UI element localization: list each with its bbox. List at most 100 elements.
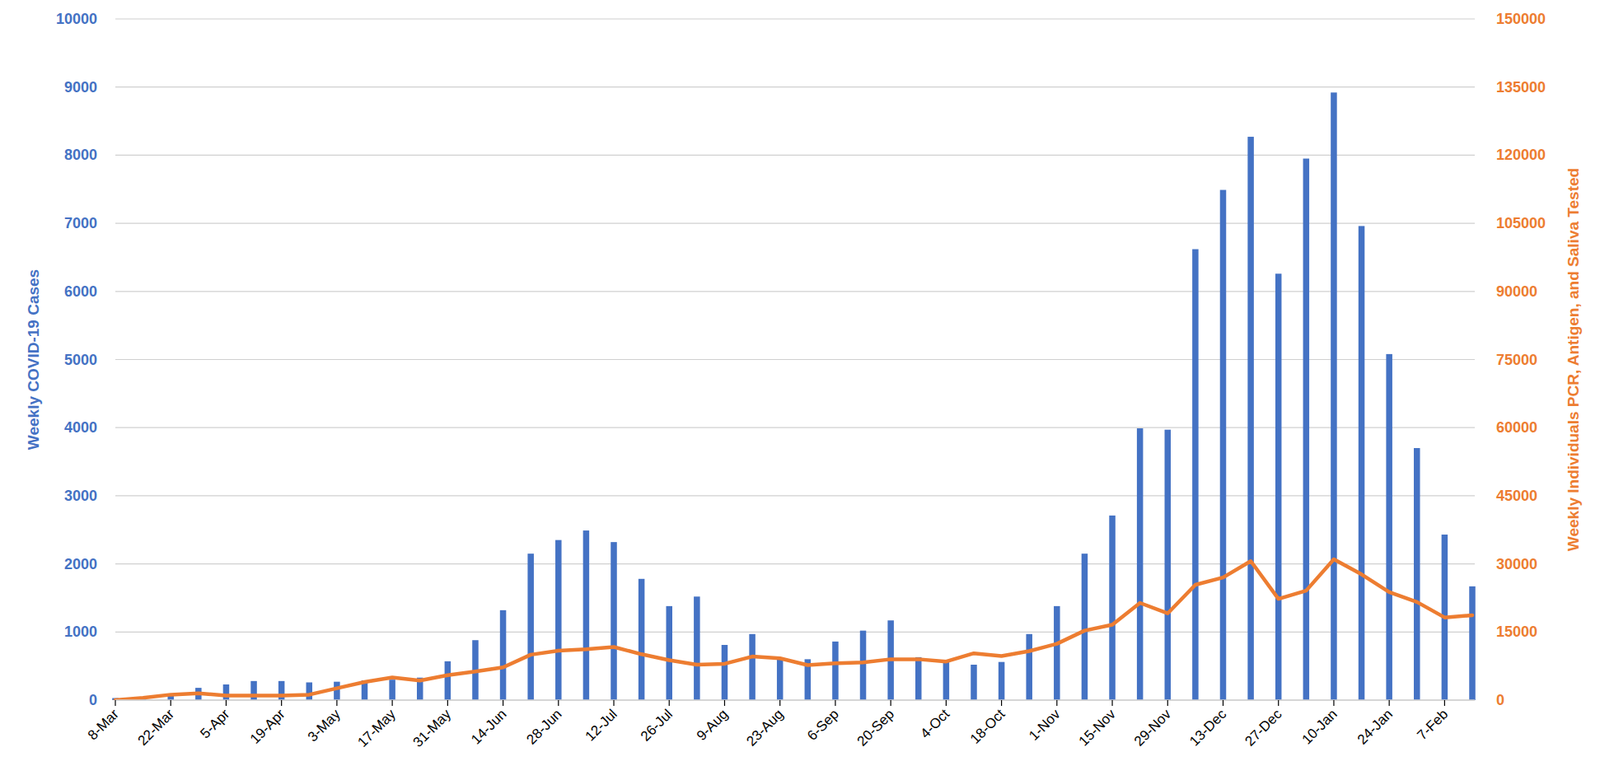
bar xyxy=(500,610,507,701)
y2-tick xyxy=(1474,631,1480,633)
x-tick-label: 20-Sep xyxy=(854,706,898,749)
x-tick-label: 17-May xyxy=(354,706,399,751)
grid-line xyxy=(115,563,1475,565)
grid-line xyxy=(115,154,1475,156)
y-tick-label: 2000 xyxy=(64,556,98,573)
y2-tick xyxy=(1474,427,1480,429)
plot-area xyxy=(112,92,1476,701)
bar xyxy=(583,530,590,701)
bar xyxy=(306,682,314,701)
y2-tick-label: 105000 xyxy=(1496,215,1546,232)
y2-tick xyxy=(1474,290,1480,292)
x-tick xyxy=(890,700,892,707)
bar xyxy=(665,606,673,701)
y2-tick xyxy=(1474,563,1480,565)
y-tick-label: 1000 xyxy=(64,623,98,641)
bar xyxy=(693,596,701,701)
bar xyxy=(1220,190,1227,701)
bar xyxy=(1413,448,1421,701)
bar xyxy=(776,658,784,701)
y-tick-label: 5000 xyxy=(64,351,98,369)
x-tick xyxy=(1111,700,1113,707)
x-tick xyxy=(392,700,393,707)
x-tick-label: 19-Apr xyxy=(247,706,289,748)
bar xyxy=(1247,136,1254,701)
x-tick xyxy=(557,700,559,707)
x-tick-label: 12-Jul xyxy=(582,706,621,744)
x-tick-label: 10-Jan xyxy=(1299,706,1341,748)
y2-tick xyxy=(1474,18,1480,20)
y-tick-label: 3000 xyxy=(64,487,98,505)
y2-tick-label: 0 xyxy=(1496,692,1505,709)
x-tick xyxy=(502,700,504,707)
bar xyxy=(1164,430,1172,701)
x-tick-label: 22-Mar xyxy=(135,706,178,749)
grid-line xyxy=(115,699,1475,701)
y2-tick xyxy=(1474,700,1480,702)
x-tick xyxy=(1167,700,1169,707)
bar xyxy=(915,657,922,701)
grid-line xyxy=(115,18,1475,19)
bar xyxy=(1358,225,1366,701)
y-axis-title: Weekly COVID-19 Cases xyxy=(24,269,43,450)
y2-tick xyxy=(1474,154,1480,156)
x-tick xyxy=(724,700,726,707)
bar xyxy=(555,540,562,701)
bar xyxy=(1469,586,1476,701)
bar xyxy=(638,579,646,701)
x-tick xyxy=(170,700,172,707)
bar xyxy=(1385,354,1393,701)
x-tick-label: 6-Sep xyxy=(804,706,843,744)
bar xyxy=(1330,92,1338,701)
x-tick xyxy=(669,700,670,707)
bar xyxy=(1025,634,1033,701)
x-tick-label: 7-Feb xyxy=(1413,706,1451,744)
bar xyxy=(444,661,452,701)
bar xyxy=(1108,515,1116,701)
x-tick xyxy=(1222,700,1224,707)
x-tick-label: 4-Oct xyxy=(916,706,953,742)
x-tick-label: 27-Dec xyxy=(1241,706,1286,750)
x-tick xyxy=(779,700,781,707)
line xyxy=(115,559,1473,701)
bar xyxy=(943,660,950,701)
bar xyxy=(333,682,341,701)
x-tick xyxy=(1389,700,1390,707)
y2-tick xyxy=(1474,495,1480,496)
y2-axis-title: Weekly Individuals PCR, Antigen, and Sal… xyxy=(1564,168,1582,552)
x-axis xyxy=(115,699,1475,702)
y-tick-label: 0 xyxy=(88,692,98,709)
y-tick-label: 4000 xyxy=(64,419,98,436)
x-tick-label: 1-Nov xyxy=(1025,706,1064,744)
y-tick-label: 10000 xyxy=(56,10,98,28)
grid-line xyxy=(115,223,1475,225)
x-tick-label: 24-Jan xyxy=(1354,706,1396,748)
x-tick xyxy=(1001,700,1002,707)
x-tick-label: 26-Jul xyxy=(637,706,676,744)
x-tick xyxy=(225,700,227,707)
bar xyxy=(1081,553,1089,701)
x-tick xyxy=(336,700,337,707)
bar xyxy=(860,631,867,701)
y2-tick-label: 60000 xyxy=(1496,419,1538,436)
x-tick-label: 3-May xyxy=(304,706,344,745)
bar xyxy=(832,641,839,701)
x-tick-label: 31-May xyxy=(410,706,455,751)
x-tick-label: 14-Jun xyxy=(467,706,510,748)
x-tick xyxy=(612,700,614,707)
bar xyxy=(1136,428,1144,701)
y-tick-label: 6000 xyxy=(64,283,98,300)
y2-tick-label: 150000 xyxy=(1496,10,1546,28)
x-tick-label: 29-Nov xyxy=(1131,706,1175,750)
y2-tick xyxy=(1474,223,1480,225)
y2-tick-label: 15000 xyxy=(1496,623,1538,641)
y-tick-label: 7000 xyxy=(64,215,98,232)
x-tick-label: 28-Jun xyxy=(523,706,565,748)
bar xyxy=(1303,159,1310,701)
x-tick xyxy=(1277,700,1279,707)
x-tick xyxy=(280,700,282,707)
x-tick-label: 18-Oct xyxy=(967,706,1009,748)
x-tick xyxy=(1444,700,1446,707)
grid-line xyxy=(115,290,1475,292)
y2-tick-label: 75000 xyxy=(1496,351,1538,369)
